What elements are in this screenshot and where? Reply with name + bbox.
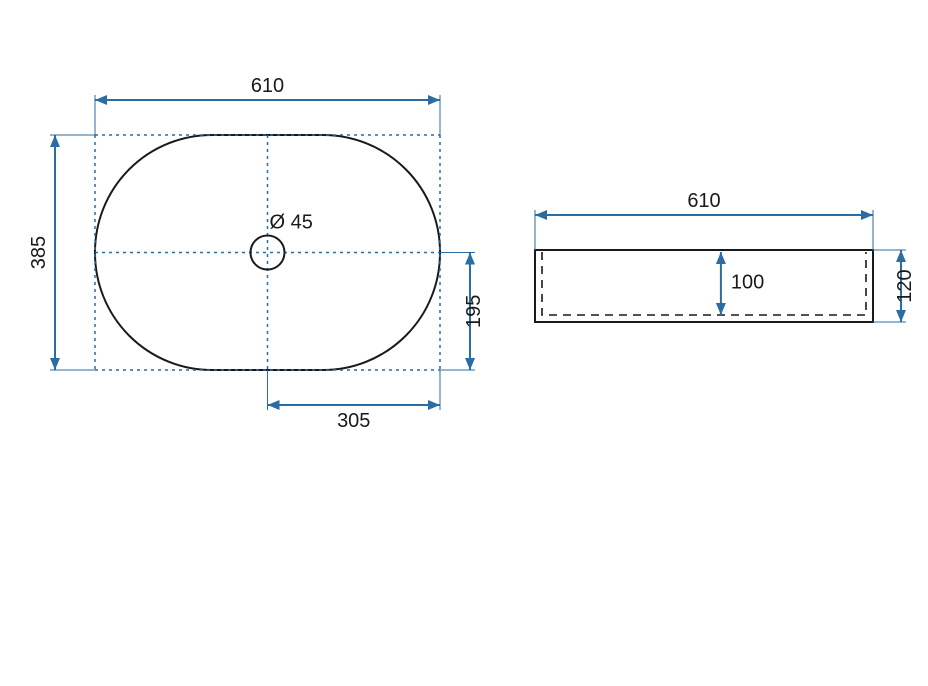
- side-outer: [535, 250, 873, 322]
- dim-plan-width: 610: [251, 75, 284, 97]
- dim-side-width: 610: [687, 190, 720, 212]
- dim-side-depth: 100: [731, 272, 764, 294]
- dim-plan-half-width: 305: [337, 410, 370, 432]
- dim-plan-half-height: 195: [463, 295, 485, 328]
- dim-side-height: 120: [894, 269, 916, 302]
- hole-diameter-label: Ø 45: [270, 212, 313, 234]
- side-inner-basin: [542, 252, 866, 315]
- dim-plan-height: 385: [28, 236, 50, 269]
- technical-drawing: Ø 45 610 385 195 305 610 100 120: [0, 0, 928, 686]
